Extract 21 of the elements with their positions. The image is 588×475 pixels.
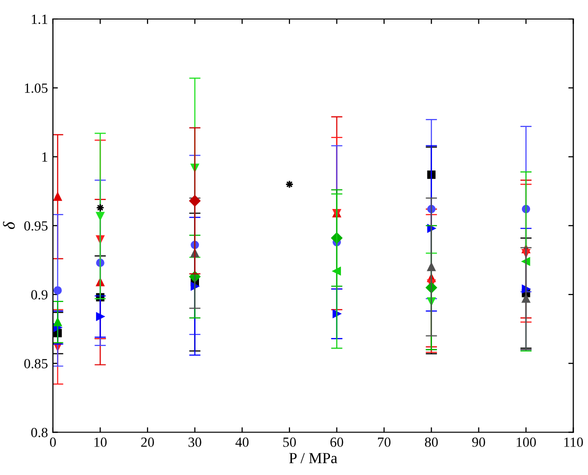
x-tick-label: 100: [516, 438, 536, 447]
y-tick-label: 0.85: [24, 358, 48, 368]
y-tick-label: 1: [42, 152, 48, 162]
x-tick-label: 110: [564, 438, 583, 447]
y-tick-label: 1.1: [32, 14, 48, 24]
x-tick-label: 10: [94, 438, 107, 447]
x-axis-title: P / MPa: [289, 453, 338, 464]
x-tick-label: 60: [330, 438, 344, 447]
y-axis-title: δ: [3, 222, 15, 230]
y-tick-label: 0.8: [31, 428, 48, 438]
x-tick-label: 90: [472, 438, 486, 447]
x-tick-label: 80: [424, 438, 438, 447]
y-tick-label: 0.95: [24, 221, 48, 231]
x-tick-label: 40: [235, 438, 249, 447]
x-tick-label: 70: [378, 438, 390, 447]
x-tick-label: 50: [283, 438, 296, 447]
x-tick-label: 0: [50, 438, 56, 447]
x-tick-label: 20: [141, 438, 154, 447]
y-tick-label: 1.05: [24, 83, 48, 93]
y-tick-label: 0.9: [31, 290, 48, 300]
x-tick-label: 30: [188, 438, 202, 447]
